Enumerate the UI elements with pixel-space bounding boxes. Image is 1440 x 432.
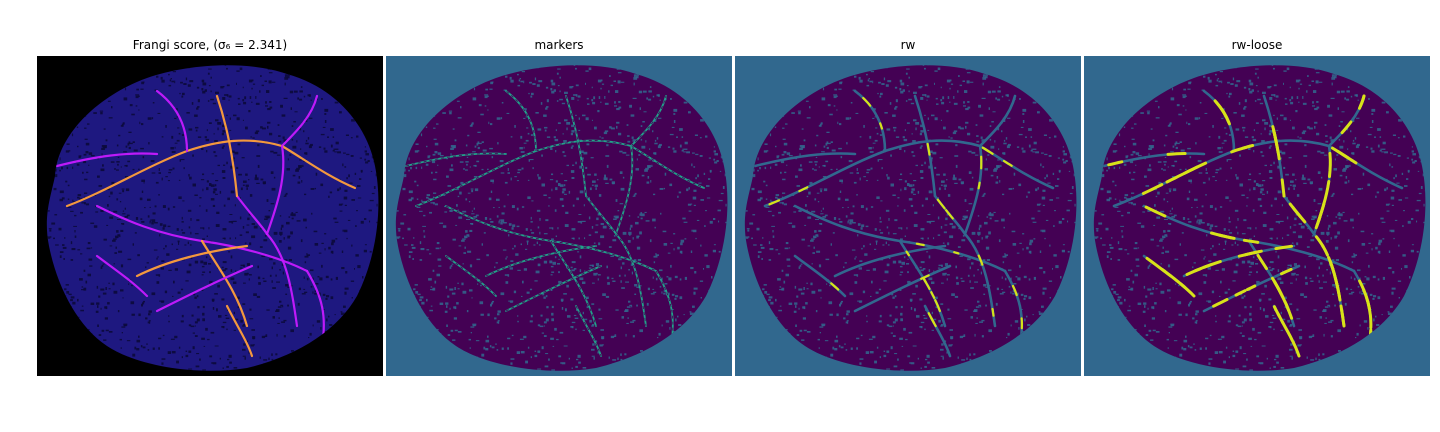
panel-title-rw-loose: rw-loose: [1231, 38, 1283, 52]
panel-title-markers: markers: [534, 38, 584, 52]
panel-title-frangi: Frangi score, (σ₆ = 2.341): [132, 38, 288, 52]
rw-loose-image: [1084, 56, 1430, 376]
rw-image: [735, 56, 1081, 376]
panel-title-rw: rw: [900, 38, 916, 52]
markers-image: [386, 56, 732, 376]
frangi-score-image: [37, 56, 383, 376]
